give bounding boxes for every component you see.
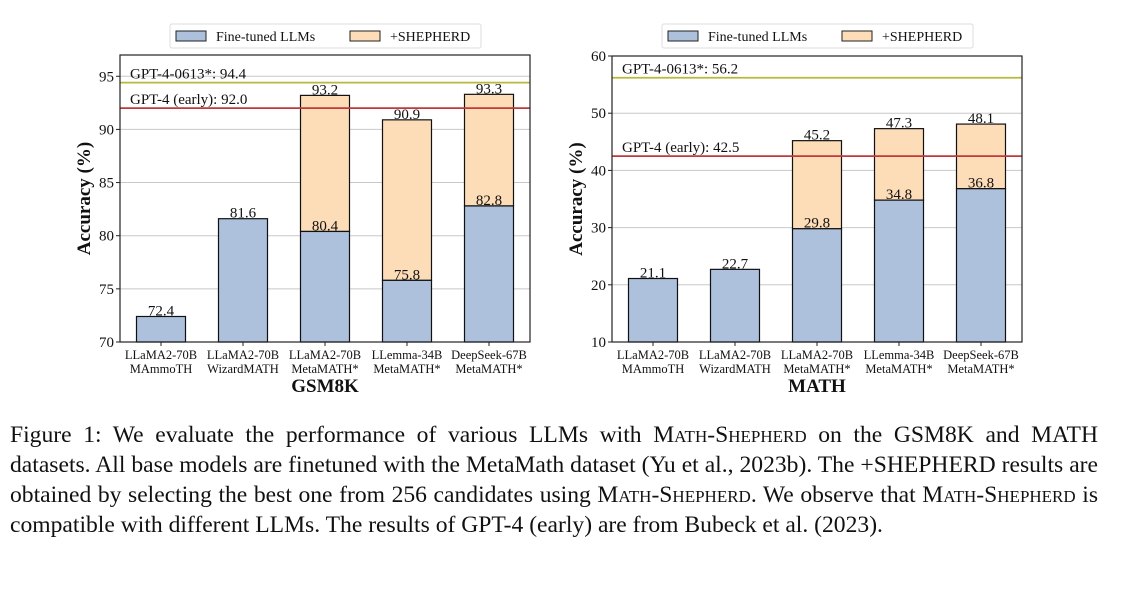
- caption-text: on the GSM8K and MATH datasets. All base…: [10, 422, 1098, 508]
- x-tick-label: MetaMATH*: [947, 362, 1014, 376]
- gsm8k-chart: 70758085909572.4LLaMA2-70BMAmmoTH81.6LLa…: [74, 23, 531, 397]
- bar-value-label: 82.8: [476, 193, 502, 209]
- x-tick-label: MAmmoTH: [130, 362, 193, 376]
- caption-text: Figure 1: We evaluate the performance of…: [10, 422, 654, 448]
- x-tick-label: LLaMA2-70B: [699, 348, 771, 362]
- bar-fine-tuned: [873, 199, 925, 343]
- bar-value-label: 45.2: [804, 128, 830, 144]
- legend-label: Fine-tuned LLMs: [708, 30, 807, 45]
- x-tick-label: WizardMATH: [699, 362, 771, 376]
- bar-value-label: 72.4: [148, 303, 175, 319]
- method-name: Math-Shepherd: [653, 422, 807, 448]
- bar-value-label: 75.8: [394, 267, 420, 283]
- y-tick-label: 80: [99, 229, 114, 245]
- x-tick-label: DeepSeek-67B: [943, 348, 1019, 362]
- bar-shepherd: [299, 94, 351, 233]
- bar-value-label: 36.8: [968, 176, 994, 192]
- bar-fine-tuned: [955, 188, 1007, 343]
- x-tick-label: MetaMATH*: [865, 362, 932, 376]
- x-tick-label: MetaMATH*: [291, 362, 358, 376]
- bar-value-label: 21.1: [640, 266, 666, 282]
- bar-fine-tuned: [463, 205, 515, 343]
- legend-swatch-fine-tuned: [175, 30, 207, 42]
- bar-fine-tuned: [135, 315, 187, 343]
- legend-swatch-fine-tuned: [667, 30, 699, 42]
- x-axis-title: GSM8K: [291, 376, 359, 397]
- plot-frame: [611, 55, 1023, 343]
- x-tick-label: DeepSeek-67B: [451, 348, 527, 362]
- bar-value-label: 81.6: [230, 206, 257, 222]
- y-tick-label: 20: [591, 278, 606, 294]
- y-tick-label: 90: [99, 122, 114, 138]
- y-tick-label: 10: [591, 335, 606, 351]
- legend-label: +SHEPHERD: [390, 30, 470, 45]
- reference-line-label: GPT-4-0613*: 56.2: [622, 62, 738, 78]
- bar-fine-tuned: [791, 228, 843, 343]
- y-tick-label: 75: [99, 282, 114, 298]
- method-name: Math-Shepherd: [597, 482, 751, 508]
- bar-value-label: 48.1: [968, 111, 994, 127]
- y-tick-label: 95: [99, 69, 114, 85]
- caption-text: is compatible with different LLMs. The r…: [10, 482, 1098, 538]
- x-tick-label: MetaMATH*: [373, 362, 440, 376]
- bar-value-label: 90.9: [394, 107, 420, 123]
- figure-caption: Figure 1: We evaluate the performance of…: [10, 420, 1098, 540]
- legend-box: [661, 23, 974, 49]
- x-axis-title: MATH: [788, 376, 846, 397]
- bar-fine-tuned: [299, 230, 351, 343]
- caption-text: . We observe that: [750, 482, 923, 508]
- bar-value-label: 80.4: [312, 218, 339, 234]
- x-tick-label: LLaMA2-70B: [617, 348, 689, 362]
- x-tick-label: LLemma-34B: [864, 348, 935, 362]
- reference-line-label: GPT-4-0613*: 94.4: [130, 67, 247, 83]
- plot-frame: [119, 54, 531, 343]
- bar-fine-tuned: [381, 279, 433, 343]
- legend-swatch-shepherd: [841, 30, 873, 42]
- y-tick-label: 85: [99, 176, 114, 192]
- reference-line-label: GPT-4 (early): 92.0: [130, 92, 247, 108]
- legend-swatch-shepherd: [349, 30, 381, 42]
- bar-value-label: 29.8: [804, 216, 830, 232]
- bar-fine-tuned: [627, 277, 679, 343]
- x-tick-label: MetaMATH*: [455, 362, 522, 376]
- x-tick-label: LLaMA2-70B: [207, 348, 279, 362]
- legend-label: +SHEPHERD: [882, 30, 962, 45]
- bar-shepherd: [381, 119, 433, 281]
- bar-value-label: 93.2: [312, 82, 338, 98]
- x-tick-label: MetaMATH*: [783, 362, 850, 376]
- y-tick-label: 70: [99, 335, 114, 351]
- bar-fine-tuned: [709, 268, 761, 343]
- bar-value-label: 34.8: [886, 187, 912, 203]
- method-name: Math-Shepherd: [922, 482, 1076, 508]
- x-tick-label: WizardMATH: [207, 362, 279, 376]
- x-tick-label: LLaMA2-70B: [289, 348, 361, 362]
- bar-fine-tuned: [217, 218, 269, 343]
- legend-label: Fine-tuned LLMs: [216, 30, 315, 45]
- y-tick-label: 50: [591, 106, 606, 122]
- y-tick-label: 30: [591, 221, 606, 237]
- legend-box: [169, 23, 482, 49]
- reference-line-label: GPT-4 (early): 42.5: [622, 140, 739, 156]
- bar-value-label: 22.7: [722, 256, 749, 272]
- math-chart: 10203040506021.1LLaMA2-70BMAmmoTH22.7LLa…: [566, 23, 1023, 397]
- y-axis-label: Accuracy (%): [566, 142, 587, 255]
- bar-value-label: 93.3: [476, 81, 502, 97]
- x-tick-label: LLaMA2-70B: [125, 348, 197, 362]
- x-tick-label: LLaMA2-70B: [781, 348, 853, 362]
- y-axis-label: Accuracy (%): [74, 142, 95, 255]
- y-tick-label: 60: [591, 49, 606, 65]
- x-tick-label: LLemma-34B: [372, 348, 443, 362]
- x-tick-label: MAmmoTH: [622, 362, 685, 376]
- y-tick-label: 40: [591, 163, 606, 179]
- bar-value-label: 47.3: [886, 116, 912, 132]
- bar-shepherd: [463, 93, 515, 207]
